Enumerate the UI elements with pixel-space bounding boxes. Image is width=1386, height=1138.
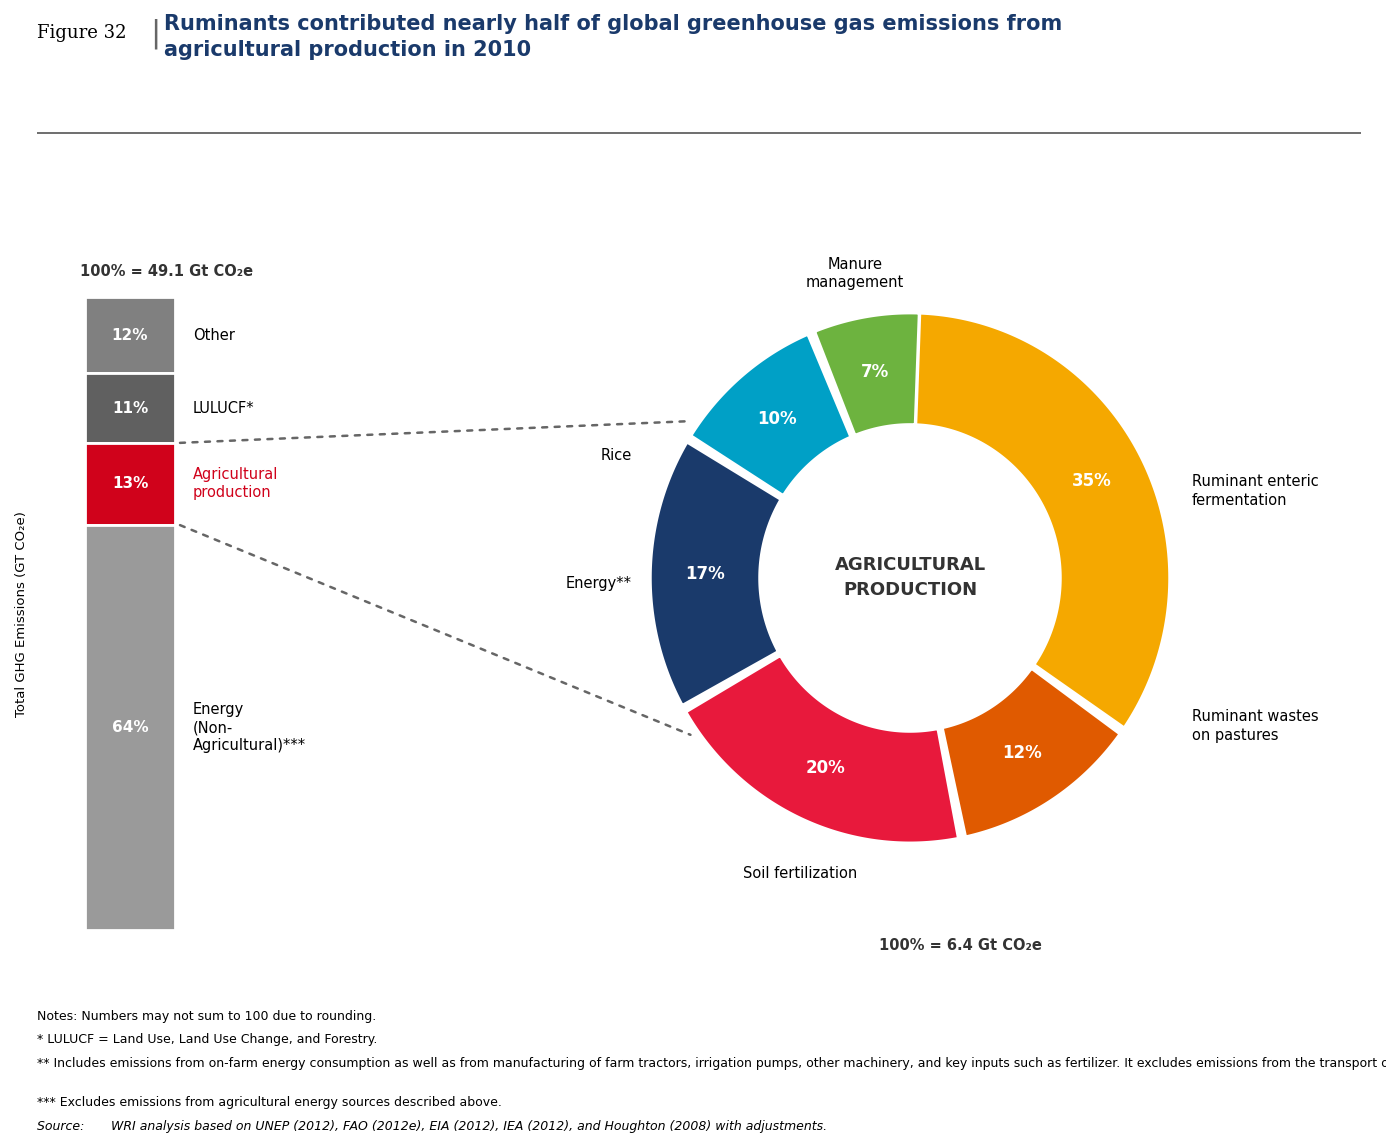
Text: Ruminant enteric
fermentation: Ruminant enteric fermentation	[1192, 475, 1318, 508]
Text: |: |	[150, 18, 159, 49]
Text: Soil fertilization: Soil fertilization	[743, 866, 857, 881]
Text: Rice: Rice	[600, 448, 632, 463]
Text: *** Excludes emissions from agricultural energy sources described above.: *** Excludes emissions from agricultural…	[37, 1096, 502, 1110]
Text: 12%: 12%	[1002, 744, 1042, 762]
Text: 10%: 10%	[758, 410, 797, 428]
Text: 100% = 6.4 Gt CO₂e: 100% = 6.4 Gt CO₂e	[879, 938, 1041, 954]
Polygon shape	[650, 442, 782, 706]
Bar	[85, 525, 175, 930]
Text: AGRICULTURAL
PRODUCTION: AGRICULTURAL PRODUCTION	[834, 556, 985, 600]
Polygon shape	[942, 668, 1120, 838]
Text: WRI analysis based on UNEP (2012), FAO (2012e), EIA (2012), IEA (2012), and Houg: WRI analysis based on UNEP (2012), FAO (…	[111, 1120, 826, 1132]
Text: ** Includes emissions from on-farm energy consumption as well as from manufactur: ** Includes emissions from on-farm energ…	[37, 1057, 1386, 1070]
Text: 11%: 11%	[112, 401, 148, 415]
Text: 35%: 35%	[1071, 471, 1112, 489]
Text: LULUCF*: LULUCF*	[193, 401, 255, 415]
Text: 20%: 20%	[805, 759, 845, 777]
Text: 100% = 49.1 Gt CO₂e: 100% = 49.1 Gt CO₂e	[80, 264, 254, 279]
Bar	[85, 373, 175, 443]
Text: Source:: Source:	[37, 1120, 89, 1132]
Text: Notes: Numbers may not sum to 100 due to rounding.: Notes: Numbers may not sum to 100 due to…	[37, 1009, 377, 1023]
Text: Other: Other	[193, 328, 234, 343]
Text: Figure 32: Figure 32	[37, 24, 128, 42]
Polygon shape	[815, 313, 919, 436]
Polygon shape	[911, 313, 1170, 728]
Text: Ruminant wastes
on pastures: Ruminant wastes on pastures	[1192, 709, 1318, 743]
Text: Agricultural
production: Agricultural production	[193, 468, 279, 501]
Text: Manure
management: Manure management	[805, 256, 904, 290]
Text: 13%: 13%	[112, 477, 148, 492]
Text: 12%: 12%	[112, 328, 148, 343]
Text: Energy**: Energy**	[565, 576, 632, 591]
Text: 7%: 7%	[861, 363, 890, 381]
Polygon shape	[690, 333, 851, 496]
Text: Energy
(Non-
Agricultural)***: Energy (Non- Agricultural)***	[193, 702, 306, 753]
Bar	[85, 443, 175, 525]
Text: Ruminants contributed nearly half of global greenhouse gas emissions from
agricu: Ruminants contributed nearly half of glo…	[164, 15, 1062, 60]
Text: 64%: 64%	[112, 720, 148, 735]
Text: Total GHG Emissions (GT CO₂e): Total GHG Emissions (GT CO₂e)	[15, 511, 29, 717]
Text: * LULUCF = Land Use, Land Use Change, and Forestry.: * LULUCF = Land Use, Land Use Change, an…	[37, 1033, 378, 1046]
Text: 17%: 17%	[685, 566, 725, 583]
Polygon shape	[686, 655, 959, 843]
Bar	[85, 297, 175, 373]
